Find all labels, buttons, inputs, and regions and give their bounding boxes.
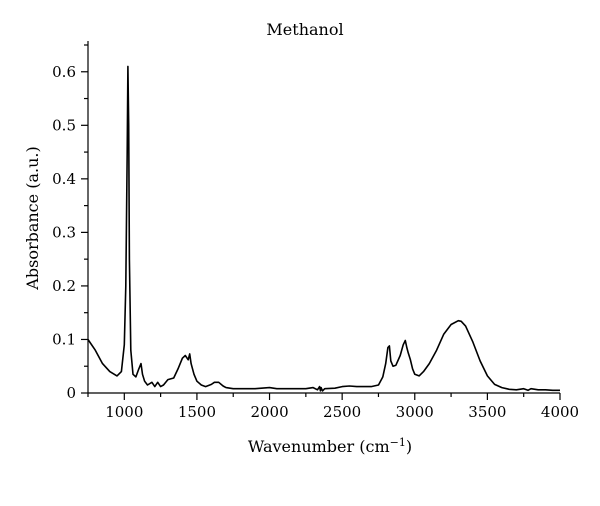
y-axis-label: Absorbance (a.u.)	[23, 146, 42, 290]
y-tick-label: 0	[66, 384, 76, 402]
x-tick-label: 1500	[178, 403, 216, 421]
x-tick-label: 2500	[323, 403, 361, 421]
spectrum-line	[87, 65, 560, 392]
x-tick-label: 3500	[468, 403, 506, 421]
y-tick-label: 0.5	[52, 116, 76, 134]
x-tick-label: 2000	[250, 403, 288, 421]
chart-title: Methanol	[266, 20, 343, 39]
x-tick-label: 1000	[105, 403, 143, 421]
x-axis-label-superscript: −1	[390, 436, 406, 449]
y-tick-label: 0.2	[52, 277, 76, 295]
y-tick-label: 0.3	[52, 223, 76, 241]
plot-area: 1000 1500 2000 2500 3000 3500 4000 0 0.1 0.2 0.3 0.…	[52, 41, 579, 421]
x-tick-label: 4000	[541, 403, 579, 421]
x-axis-label-main: Wavenumber (cm	[248, 437, 390, 456]
x-axis-label: Wavenumber (cm−1)	[248, 436, 412, 457]
x-tick-label: 3000	[396, 403, 434, 421]
y-tick-label: 0.1	[52, 330, 76, 348]
x-axis-label-suffix: )	[406, 437, 412, 456]
y-tick-label: 0.4	[52, 170, 76, 188]
y-tick-label: 0.6	[52, 63, 76, 81]
